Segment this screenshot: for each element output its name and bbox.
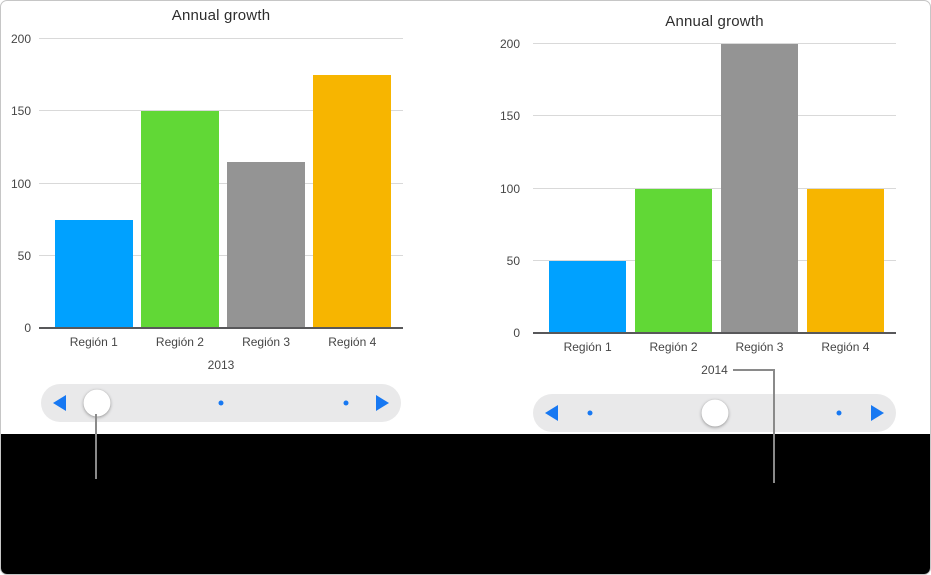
- chart-panel-2014: Annual growth 0 50 100 150 200 Región 1 Regió…: [466, 1, 930, 434]
- caption-background: [1, 434, 930, 574]
- chart-scrubber-2014[interactable]: [533, 394, 896, 432]
- x-axis-line: [533, 332, 896, 334]
- bar-región-2: [634, 188, 713, 333]
- y-tick-label: 100: [10, 176, 31, 191]
- gridline: [39, 38, 403, 39]
- plot-area: [39, 38, 403, 329]
- x-axis-labels: Región 1 Región 2 Región 3 Región 4: [39, 335, 403, 350]
- position-dot[interactable]: [343, 400, 349, 406]
- y-axis-labels: 0 50 100 150 200: [1, 32, 31, 335]
- callout-line-2013: [95, 414, 97, 479]
- y-tick-label: 0: [24, 321, 31, 335]
- y-tick-label: 100: [499, 181, 520, 196]
- bar-región-3: [720, 44, 799, 333]
- x-category-label: Región 2: [649, 340, 698, 354]
- x-axis-title: 2014: [701, 363, 728, 377]
- x-axis-title: 2013: [207, 358, 235, 372]
- y-tick-label: 0: [513, 326, 520, 340]
- gridline: [533, 43, 896, 44]
- x-category-label: Región 4: [328, 335, 377, 349]
- scrub-right-icon[interactable]: [871, 405, 884, 421]
- y-tick-label: 200: [10, 32, 31, 46]
- scrub-right-icon[interactable]: [376, 395, 389, 411]
- x-category-label: Región 3: [242, 335, 291, 349]
- bar-región-2: [141, 111, 219, 328]
- plot-area: [533, 43, 896, 334]
- gridline: [39, 182, 403, 184]
- gridline: [39, 110, 403, 112]
- x-category-label: Región 1: [563, 340, 612, 354]
- callout-line-2014-vertical: [773, 369, 775, 483]
- y-tick-label: 50: [17, 248, 31, 263]
- gridline: [533, 259, 896, 261]
- position-dot[interactable]: [836, 410, 842, 416]
- gridline: [533, 115, 896, 117]
- gridline: [533, 187, 896, 189]
- bar-región-4: [313, 75, 392, 328]
- bar-región-3: [227, 161, 305, 328]
- x-axis-line: [39, 327, 403, 329]
- chart-title: Annual growth: [665, 13, 764, 30]
- slider-handle[interactable]: [701, 399, 729, 427]
- x-category-label: Región 3: [735, 340, 784, 354]
- x-category-label: Región 4: [821, 340, 870, 354]
- position-dot[interactable]: [587, 410, 593, 416]
- position-dot[interactable]: [218, 400, 224, 406]
- y-tick-label: 150: [499, 109, 520, 124]
- chart-panel-2013: Annual growth 0 50 100 150 200 Región 1 Regió…: [1, 1, 466, 434]
- bar-región-1: [548, 260, 627, 333]
- x-category-label: Región 2: [155, 335, 204, 349]
- bar-región-1: [55, 219, 133, 328]
- chart-title: Annual growth: [171, 7, 271, 24]
- chart-scrubber-2013[interactable]: [41, 384, 401, 422]
- y-axis-labels: 0 50 100 150 200: [482, 37, 520, 340]
- x-category-label: Región 1: [69, 335, 118, 349]
- gridline: [39, 254, 403, 256]
- y-tick-label: 200: [499, 37, 520, 51]
- y-tick-label: 150: [10, 104, 31, 119]
- scrub-left-icon[interactable]: [545, 405, 558, 421]
- scrub-left-icon[interactable]: [53, 395, 66, 411]
- x-axis-labels: Región 1 Región 2 Región 3 Región 4: [533, 340, 896, 355]
- bar-región-4: [806, 188, 885, 333]
- slider-handle[interactable]: [83, 389, 111, 417]
- y-tick-label: 50: [506, 253, 520, 268]
- callout-line-2014-horizontal: [733, 369, 775, 371]
